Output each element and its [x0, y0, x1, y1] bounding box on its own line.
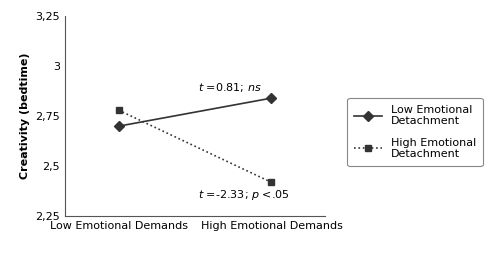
Text: $t$ =0.81; $\it{ns}$: $t$ =0.81; $\it{ns}$ — [198, 81, 262, 93]
Y-axis label: Creativity (bedtime): Creativity (bedtime) — [20, 53, 30, 180]
Text: $t$ =-2.33; $p$ <.05: $t$ =-2.33; $p$ <.05 — [198, 188, 290, 202]
Legend: Low Emotional
Detachment, High Emotional
Detachment: Low Emotional Detachment, High Emotional… — [348, 98, 482, 166]
